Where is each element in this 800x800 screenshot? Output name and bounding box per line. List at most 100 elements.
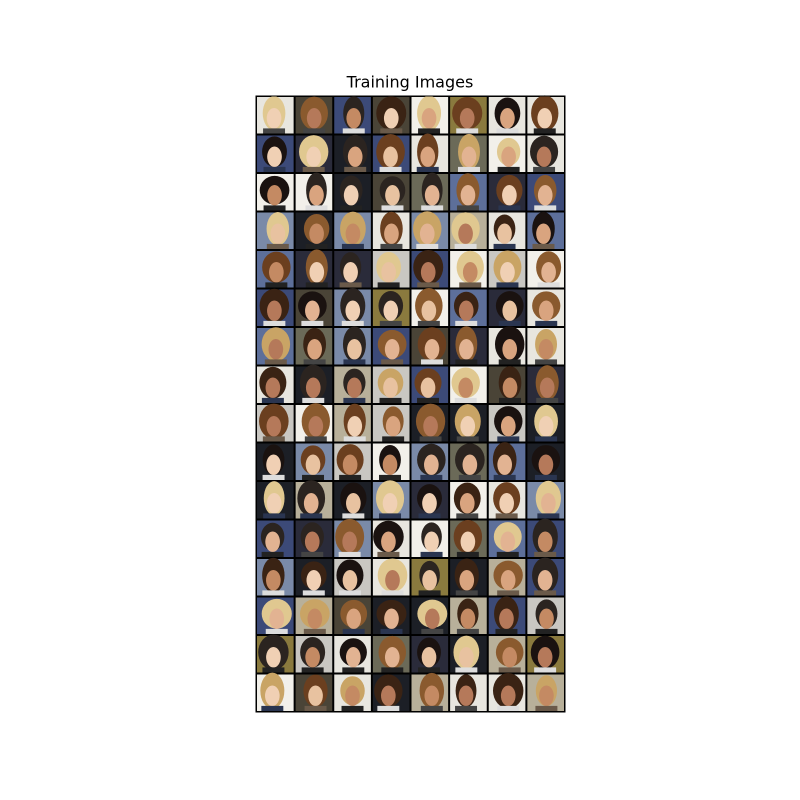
image-tile <box>411 327 449 365</box>
tile-shoulders <box>455 705 478 711</box>
image-tile <box>334 518 371 557</box>
tile-shoulders <box>496 551 519 557</box>
image-tile <box>295 212 333 249</box>
image-tile <box>257 520 294 557</box>
tile-face <box>303 493 319 514</box>
tile-face <box>460 608 476 629</box>
tile-shoulders <box>418 128 441 134</box>
tile-shoulders <box>416 243 439 249</box>
image-tile <box>450 482 487 519</box>
tile-face <box>304 531 320 552</box>
tile-shoulders <box>305 205 328 211</box>
tile-shoulders <box>495 628 518 634</box>
image-tile <box>411 172 449 211</box>
tile-shoulders <box>498 320 521 326</box>
tile-shoulders <box>379 474 401 480</box>
tile-face <box>343 262 358 283</box>
image-tile <box>411 249 449 288</box>
image-tile <box>527 635 564 673</box>
tile-face <box>305 647 320 668</box>
tile-face <box>459 570 475 591</box>
tile-face <box>458 300 474 321</box>
tile-shoulders <box>338 590 361 596</box>
tile-face <box>537 570 553 591</box>
image-grid <box>257 95 564 711</box>
tile-face <box>461 146 477 167</box>
tile-shoulders <box>302 397 325 403</box>
tile-face <box>306 108 322 129</box>
tile-shoulders <box>497 590 520 596</box>
tile-shoulders <box>342 128 365 134</box>
image-tile <box>334 482 371 519</box>
tile-shoulders <box>534 667 557 673</box>
tile-face <box>424 685 440 706</box>
tile-shoulders <box>534 474 557 480</box>
tile-shoulders <box>301 551 324 557</box>
image-tile <box>450 133 487 172</box>
tile-face <box>347 339 362 360</box>
tile-shoulders <box>417 320 440 326</box>
tile-shoulders <box>499 397 522 403</box>
tile-face <box>346 108 362 129</box>
image-tile <box>295 249 333 288</box>
tile-shoulders <box>418 513 441 519</box>
image-tile <box>334 559 371 596</box>
tile-shoulders <box>303 628 326 634</box>
tile-face <box>305 300 320 321</box>
tile-shoulders <box>339 282 362 288</box>
tile-shoulders <box>459 282 482 288</box>
tile-face <box>458 377 474 398</box>
image-tile <box>295 480 333 519</box>
image-tile <box>411 482 449 519</box>
tile-shoulders <box>534 205 557 211</box>
image-tile <box>372 366 410 403</box>
image-tile <box>257 672 294 711</box>
tile-face <box>499 608 514 629</box>
image-tile <box>334 134 371 172</box>
tile-shoulders <box>338 551 361 557</box>
tile-shoulders <box>302 474 325 480</box>
tile-shoulders <box>455 359 478 365</box>
tile-face <box>266 416 282 437</box>
tile-shoulders <box>263 128 286 134</box>
image-tile <box>450 519 487 557</box>
tile-face <box>307 608 323 629</box>
image-tile <box>411 597 449 634</box>
image-tile <box>257 403 294 442</box>
image-tile <box>295 636 333 673</box>
tile-face <box>383 300 399 321</box>
tile-face <box>385 416 401 437</box>
tile-face <box>309 262 325 283</box>
tile-face <box>539 377 555 398</box>
tile-face <box>502 339 518 360</box>
tile-face <box>538 300 554 321</box>
tile-face <box>384 339 400 360</box>
tile-face <box>266 108 282 129</box>
tile-face <box>384 223 399 244</box>
image-tile <box>372 674 410 711</box>
image-tile <box>450 597 487 634</box>
tile-face <box>460 416 476 437</box>
tile-shoulders <box>418 590 441 596</box>
tile-face <box>537 185 553 206</box>
tile-face <box>267 185 282 206</box>
image-tile <box>527 174 564 211</box>
tile-shoulders <box>455 320 478 326</box>
tile-face <box>459 647 474 668</box>
tile-shoulders <box>421 359 443 365</box>
tile-face <box>499 493 514 514</box>
tile-shoulders <box>342 628 365 634</box>
tile-shoulders <box>262 436 285 442</box>
tile-shoulders <box>343 436 366 442</box>
tile-shoulders <box>535 359 558 365</box>
image-tile <box>295 403 333 442</box>
tile-face <box>265 377 281 398</box>
tile-face <box>381 531 396 552</box>
tile-shoulders <box>380 243 403 249</box>
tile-face <box>347 146 363 167</box>
tile-shoulders <box>537 513 560 519</box>
tile-shoulders <box>264 359 287 365</box>
tile-face <box>502 647 518 668</box>
tile-shoulders <box>342 667 365 673</box>
image-tile <box>334 251 371 288</box>
